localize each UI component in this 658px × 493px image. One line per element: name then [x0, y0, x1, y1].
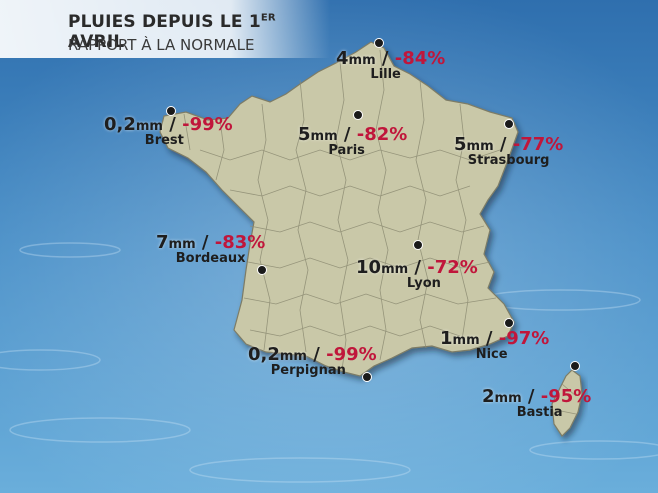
rain-value: 4mm — [336, 48, 376, 69]
marker-lille — [374, 38, 384, 48]
marker-strasbourg — [504, 119, 514, 129]
city-name: Bordeaux — [175, 251, 246, 266]
city-label-bordeaux: 7mm / -83% Bordeaux — [156, 232, 266, 266]
city-name: Bastia — [516, 405, 563, 420]
marker-paris — [353, 110, 363, 120]
marker-brest — [166, 106, 176, 116]
title-banner: PLUIES DEPUIS LE 1ER AVRIL RAPPORT À LA … — [0, 0, 330, 58]
city-name: Lyon — [406, 276, 441, 291]
map-title: PLUIES DEPUIS LE 1ER AVRIL — [68, 12, 276, 52]
city-label-strasbourg: 5mm / -77% Strasbourg — [454, 134, 564, 168]
city-label-paris: 5mm / -82% Paris — [298, 124, 407, 158]
city-label-lille: 4mm / -84% Lille — [336, 48, 445, 82]
city-name: Perpignan — [270, 363, 346, 378]
city-name: Brest — [144, 133, 184, 148]
city-label-brest: 0,2mm / -99% Brest — [104, 114, 233, 148]
city-label-bastia: 2mm / -95% Bastia — [482, 386, 592, 420]
marker-bordeaux — [257, 265, 267, 275]
marker-bastia — [570, 361, 580, 371]
marker-perpignan — [362, 372, 372, 382]
france-mainland — [159, 41, 519, 377]
map-subtitle: RAPPORT À LA NORMALE — [68, 36, 255, 54]
city-name: Nice — [475, 347, 508, 362]
city-name: Strasbourg — [467, 153, 550, 168]
rain-pct: -84% — [394, 48, 446, 69]
city-label-perpignan: 0,2mm / -99% Perpignan — [248, 344, 377, 378]
marker-lyon — [413, 240, 423, 250]
city-label-lyon: 10mm / -72% Lyon — [356, 257, 478, 291]
city-name: Lille — [370, 67, 401, 82]
marker-nice — [504, 318, 514, 328]
city-name: Paris — [328, 143, 365, 158]
department-borders — [183, 49, 577, 415]
city-label-nice: 1mm / -97% Nice — [440, 328, 549, 362]
